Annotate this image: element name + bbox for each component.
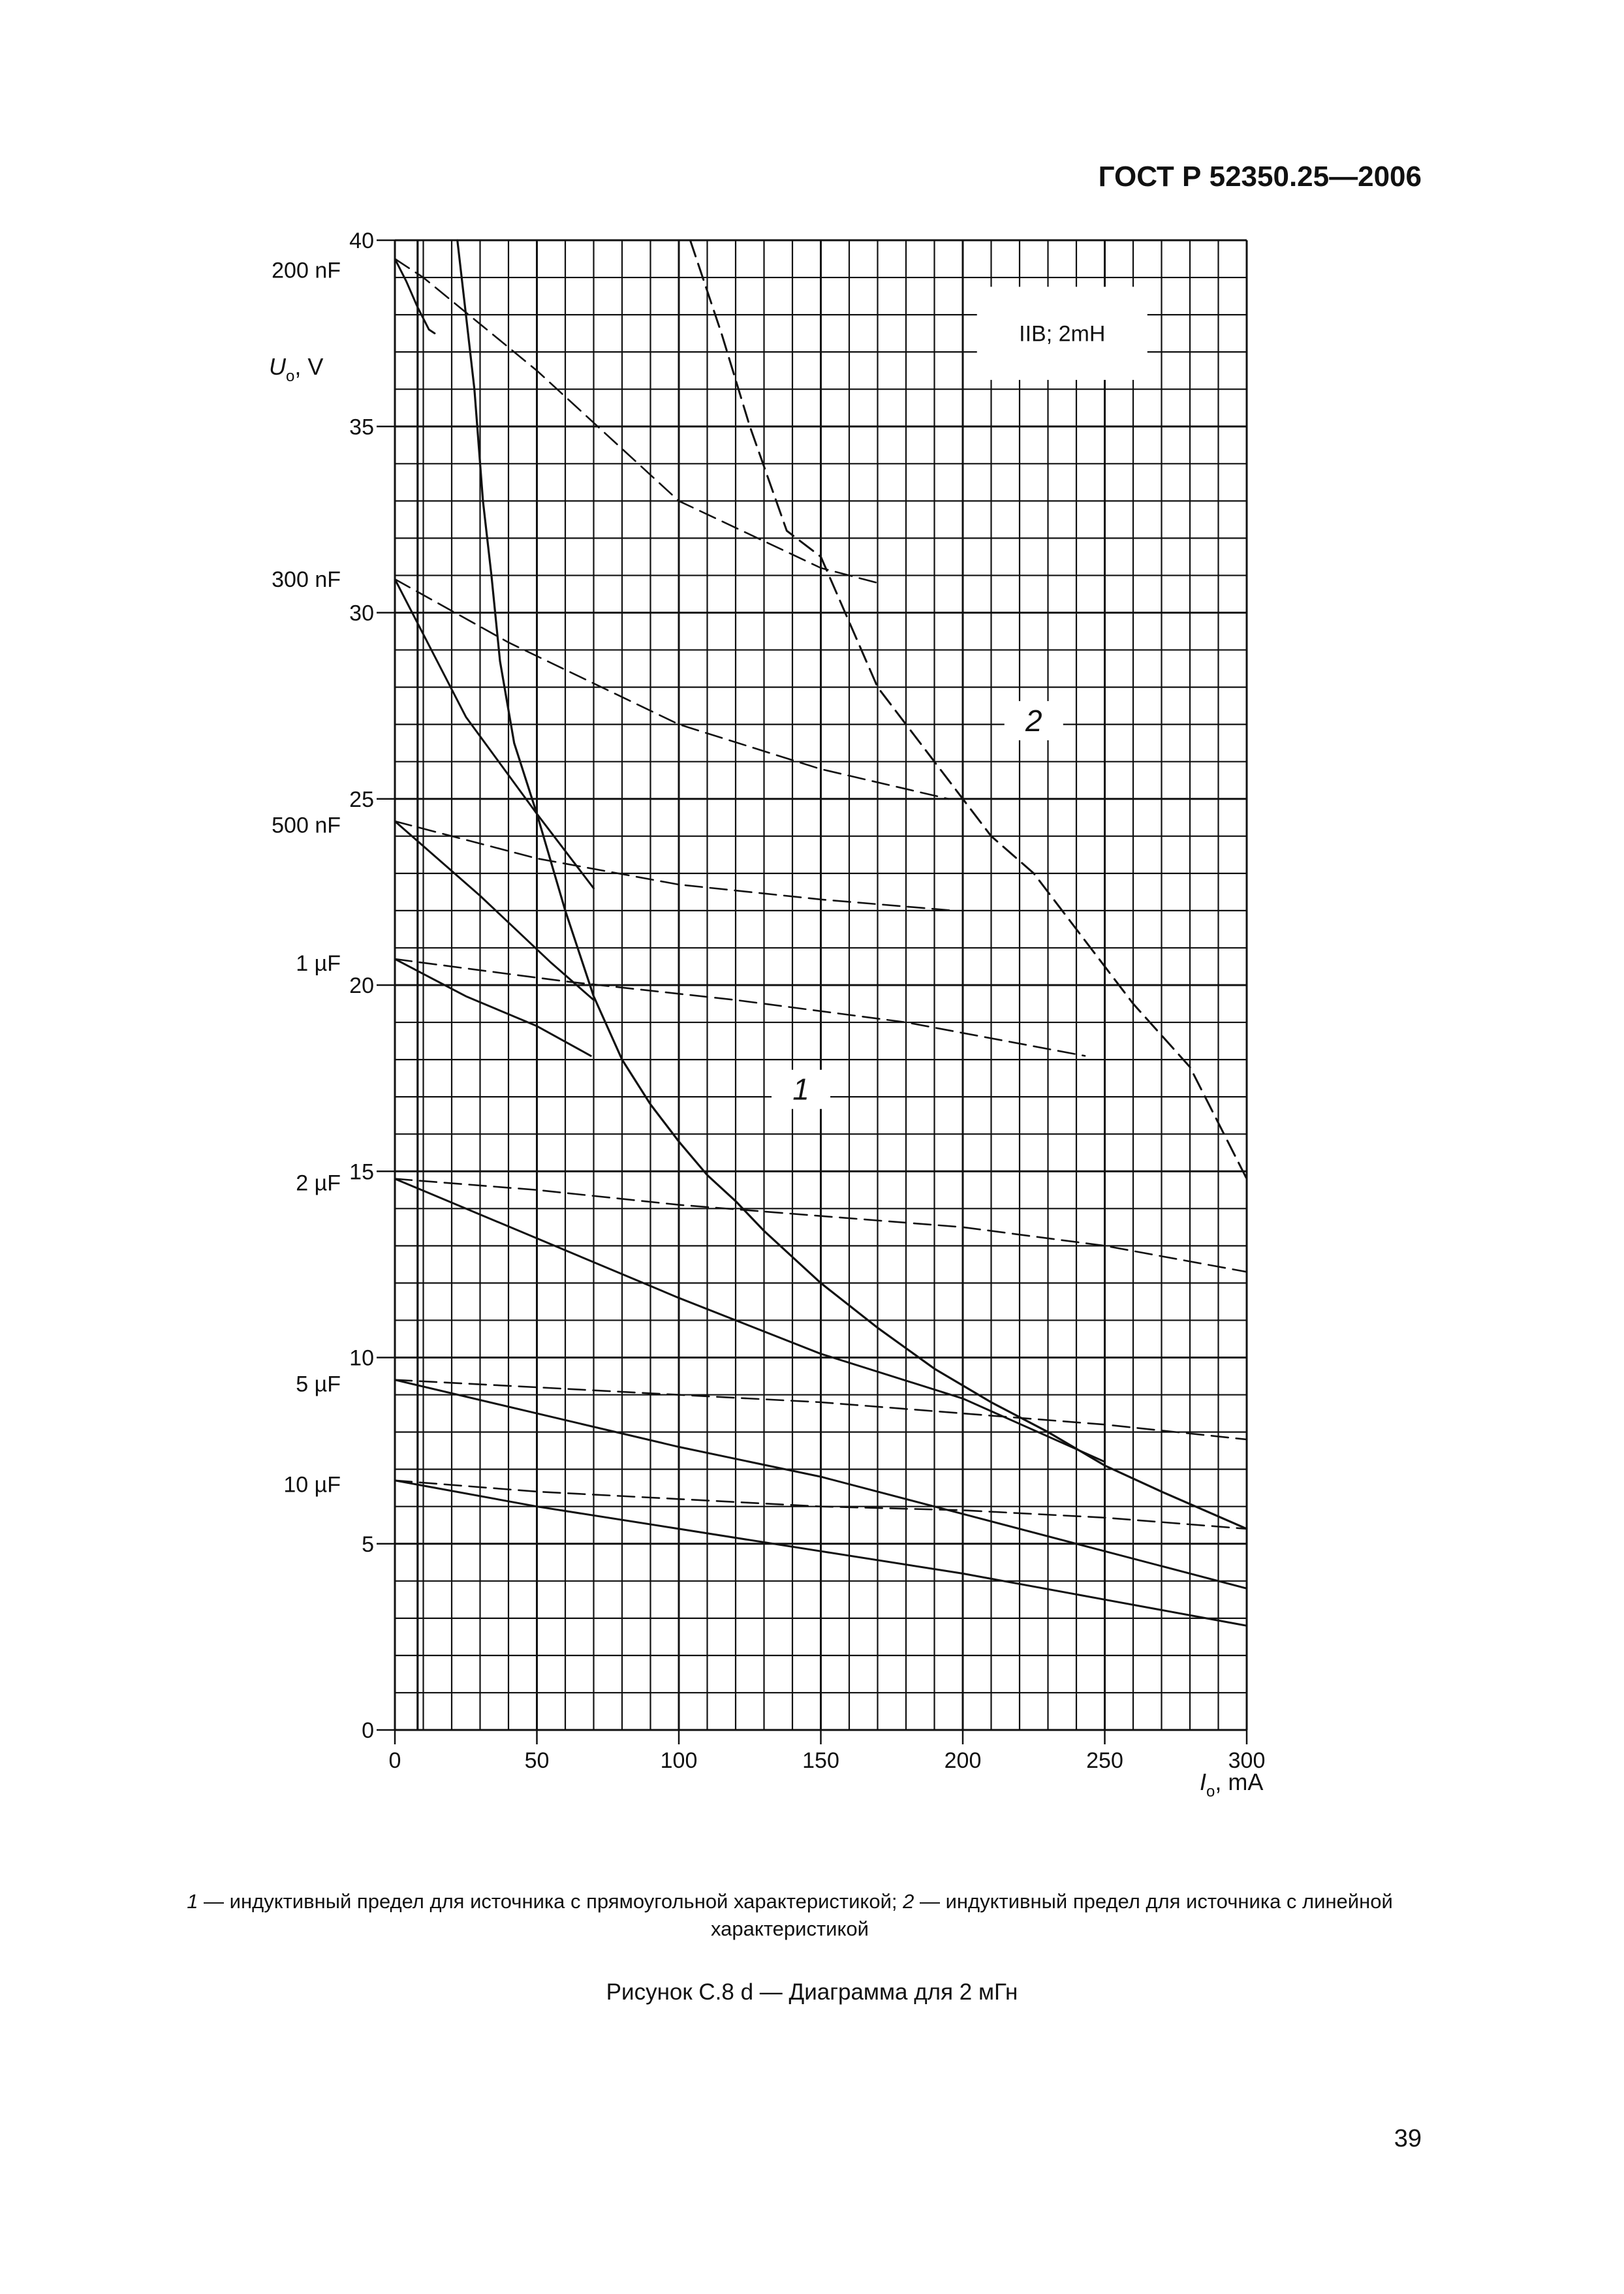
capacitance-label: 500 nF bbox=[272, 813, 341, 838]
solid-series-line bbox=[394, 258, 436, 335]
curve-label-background bbox=[772, 1069, 831, 1109]
x-tick-label: 100 bbox=[661, 1748, 698, 1773]
legend-item-1-number: 1 bbox=[187, 1890, 198, 1913]
curve-label: 1 bbox=[792, 1073, 809, 1107]
curve-label: 2 bbox=[1025, 704, 1042, 738]
capacitance-label: 10 µF bbox=[283, 1472, 341, 1497]
dashed-series-line bbox=[394, 578, 950, 800]
y-tick-label: 35 bbox=[349, 415, 374, 439]
document-number: ГОСТ Р 52350.25—2006 bbox=[1098, 161, 1422, 193]
solid-series-line bbox=[394, 1178, 1106, 1463]
x-tick-label: 300 bbox=[1228, 1748, 1266, 1773]
legend-item-1-text: — индуктивный предел для источника с пря… bbox=[198, 1890, 903, 1913]
capacitance-label: 300 nF bbox=[272, 567, 341, 592]
y-tick-label: 10 bbox=[349, 1346, 374, 1371]
legend-item-2-text: — индуктивный предел для источника с лин… bbox=[711, 1890, 1393, 1940]
x-tick-label: 50 bbox=[525, 1748, 550, 1773]
y-axis-label: Uo, V bbox=[269, 353, 323, 385]
capacitance-label: 1 µF bbox=[296, 951, 341, 976]
capacitance-label: 200 nF bbox=[272, 259, 341, 283]
y-tick-label: 25 bbox=[349, 787, 374, 812]
dashed-series-line bbox=[394, 1178, 1248, 1273]
page-number: 39 bbox=[1394, 2125, 1422, 2152]
y-tick-label: 5 bbox=[362, 1532, 374, 1557]
dashed-series-line bbox=[394, 1379, 1248, 1441]
annotation-box bbox=[976, 287, 1148, 380]
curve-label-background bbox=[1004, 700, 1063, 740]
y-tick-label: 30 bbox=[349, 601, 374, 626]
capacitance-label: 5 µF bbox=[296, 1372, 341, 1396]
x-tick-label: 150 bbox=[802, 1748, 839, 1773]
solid-series-line bbox=[394, 1379, 1248, 1590]
y-tick-label: 15 bbox=[349, 1159, 374, 1184]
annotations: IIB; 2mH 1 2 bbox=[772, 287, 1148, 1109]
solid-series-line bbox=[394, 578, 595, 890]
grid bbox=[394, 239, 1248, 1731]
figure-legend: 1 — индуктивный предел для источника с п… bbox=[117, 1888, 1462, 1943]
dashed-series-line bbox=[394, 820, 956, 912]
x-tick-label: 0 bbox=[389, 1748, 401, 1773]
tick-labels: 0 5 10 15 20 25 30 35 40 0 50 100 150 200 250 300 bbox=[349, 228, 1265, 1773]
y-tick-label: 0 bbox=[362, 1718, 374, 1743]
annotation-text: IIB; 2mH bbox=[1019, 322, 1105, 347]
x-tick-label: 200 bbox=[945, 1748, 982, 1773]
inductance-diagram: 0 5 10 15 20 25 30 35 40 0 50 100 150 200 250 300 200 n… bbox=[269, 228, 1265, 1800]
y-tick-label: 40 bbox=[349, 228, 374, 253]
y-tick-label: 20 bbox=[349, 973, 374, 998]
solid-series-line bbox=[456, 239, 1248, 1530]
capacitance-labels: 200 nF 300 nF 500 nF 1 µF 2 µF 5 µF 10 µF bbox=[272, 259, 341, 1498]
series-lines bbox=[394, 239, 1248, 1627]
figure-title: Рисунок С.8 d — Диаграмма для 2 мГн bbox=[606, 1979, 1018, 2005]
dashed-series-line bbox=[394, 1479, 1248, 1530]
capacitance-label: 2 µF bbox=[296, 1171, 341, 1195]
solid-series-line bbox=[394, 958, 592, 1057]
solid-series-line bbox=[394, 1479, 1248, 1627]
x-axis-label: Io, mA bbox=[1200, 1768, 1263, 1800]
dashed-series-line bbox=[394, 258, 879, 584]
dashed-series-line bbox=[689, 239, 1248, 1180]
dashed-series-line bbox=[394, 958, 1086, 1057]
x-tick-label: 250 bbox=[1086, 1748, 1123, 1773]
legend-item-2-number: 2 bbox=[903, 1890, 914, 1913]
